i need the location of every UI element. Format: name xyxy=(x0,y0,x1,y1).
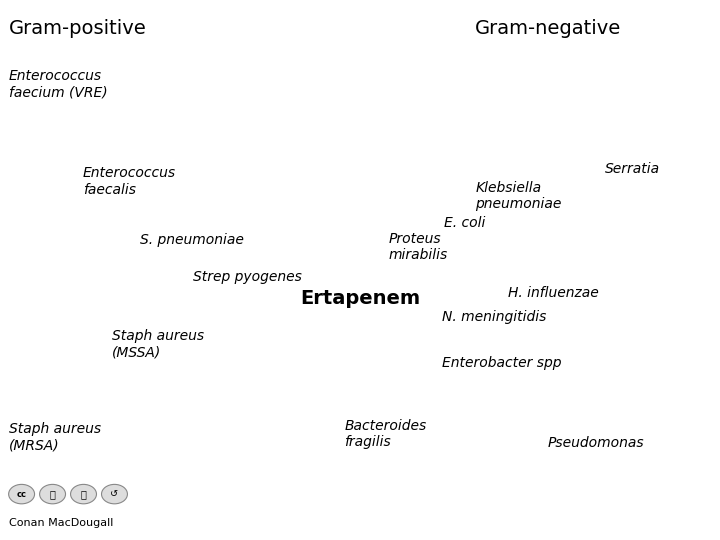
Text: Serratia: Serratia xyxy=(605,162,660,176)
Circle shape xyxy=(102,484,127,504)
Text: cc: cc xyxy=(17,490,27,498)
Text: Klebsiella
pneumoniae: Klebsiella pneumoniae xyxy=(475,181,562,211)
Circle shape xyxy=(40,484,66,504)
Text: S. pneumoniae: S. pneumoniae xyxy=(140,233,244,247)
Text: Conan MacDougall: Conan MacDougall xyxy=(9,518,113,528)
Text: Staph aureus
(MSSA): Staph aureus (MSSA) xyxy=(112,329,204,360)
Text: ⃠: ⃠ xyxy=(81,489,86,499)
Circle shape xyxy=(9,484,35,504)
Text: ↺: ↺ xyxy=(110,489,119,499)
Text: Bacteroides
fragilis: Bacteroides fragilis xyxy=(344,418,426,449)
Text: Ertapenem: Ertapenem xyxy=(300,288,420,308)
Text: Proteus
mirabilis: Proteus mirabilis xyxy=(389,232,448,262)
Text: Enterococcus
faecium (VRE): Enterococcus faecium (VRE) xyxy=(9,69,107,99)
Text: ⓘ: ⓘ xyxy=(50,489,55,499)
Text: Enterococcus
faecalis: Enterococcus faecalis xyxy=(83,166,176,197)
Text: Pseudomonas: Pseudomonas xyxy=(547,436,644,450)
Text: Enterobacter spp: Enterobacter spp xyxy=(442,356,562,370)
Text: N. meningitidis: N. meningitidis xyxy=(442,310,546,325)
Text: Gram-negative: Gram-negative xyxy=(475,19,621,38)
Circle shape xyxy=(71,484,96,504)
Text: Staph aureus
(MRSA): Staph aureus (MRSA) xyxy=(9,422,101,453)
Text: E. coli: E. coli xyxy=(444,216,485,230)
Text: Gram-positive: Gram-positive xyxy=(9,19,146,38)
Text: Strep pyogenes: Strep pyogenes xyxy=(193,270,302,284)
Text: H. influenzae: H. influenzae xyxy=(508,286,599,300)
